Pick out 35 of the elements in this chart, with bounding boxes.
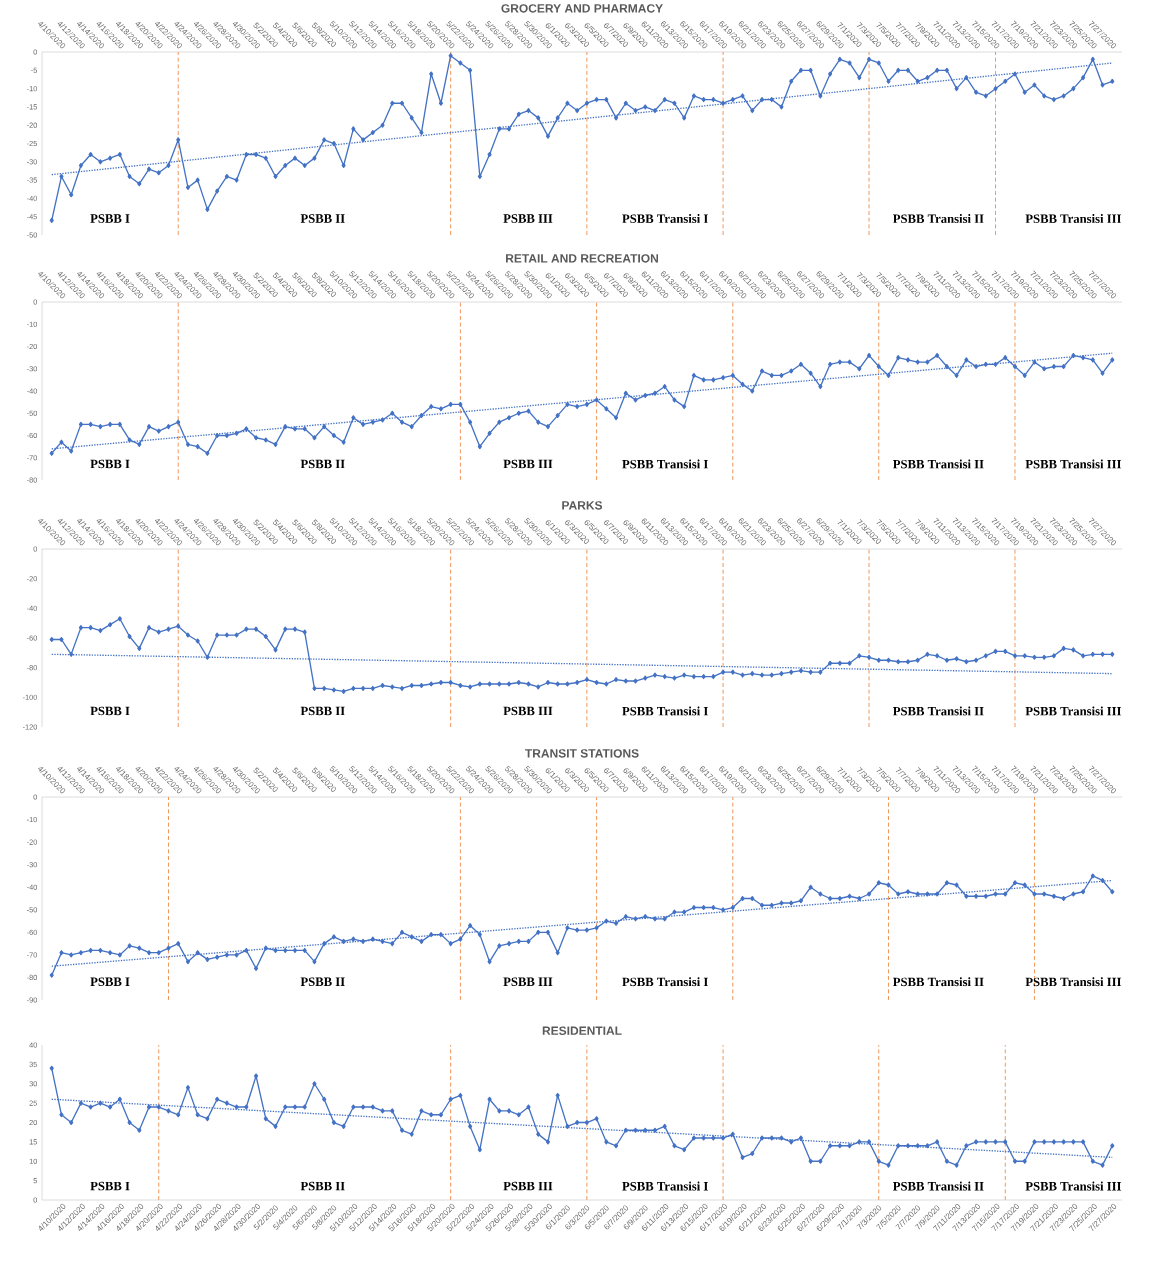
annotation: PSBB I [90,214,130,223]
annotation: PSBB II [300,459,345,469]
annotation: PSBB Transisi II [892,459,984,469]
annotation: PSBB Transisi II [892,214,984,223]
chart-title: PARKS [562,501,603,510]
annotation: PSBB III [503,1181,553,1191]
annotation: PSBB III [503,214,553,223]
annotation: PSBB Transisi II [892,1181,984,1191]
annotation: PSBB II [300,214,345,223]
annotation: PSBB Transisi II [892,977,984,987]
chart-title: GROCERY AND PHARMACY [501,4,663,13]
chart-title: TRANSIT STATIONS [525,749,639,758]
annotation: PSBB I [90,977,130,986]
annotation: PSBB I [90,459,130,469]
annotation: PSBB III [503,459,553,469]
annotation: PSBB Transisi I [622,459,708,469]
annotation: PSBB Transisi III [1025,706,1122,716]
annotation: PSBB III [503,706,553,716]
chart-title: RESIDENTIAL [542,1026,622,1035]
annotation: PSBB Transisi I [622,1181,708,1191]
chart-title: RETAIL AND RECREATION [506,254,658,263]
annotation: PSBB I [90,706,130,716]
annotation: PSBB Transisi III [1025,214,1122,223]
annotation: PSBB Transisi I [622,977,708,987]
annotation: PSBB Transisi III [1025,1181,1122,1191]
annotation: PSBB Transisi I [622,214,708,223]
annotation: PSBB Transisi III [1025,459,1122,469]
annotation: PSBB III [503,977,553,986]
annotation: PSBB Transisi II [892,706,984,716]
annotation: PSBB I [90,1181,130,1191]
annotation: PSBB II [300,977,345,986]
annotation: PSBB II [300,1181,345,1191]
annotation: PSBB Transisi I [622,706,708,716]
annotation: PSBB Transisi III [1025,977,1122,987]
annotation: PSBB II [300,706,345,716]
